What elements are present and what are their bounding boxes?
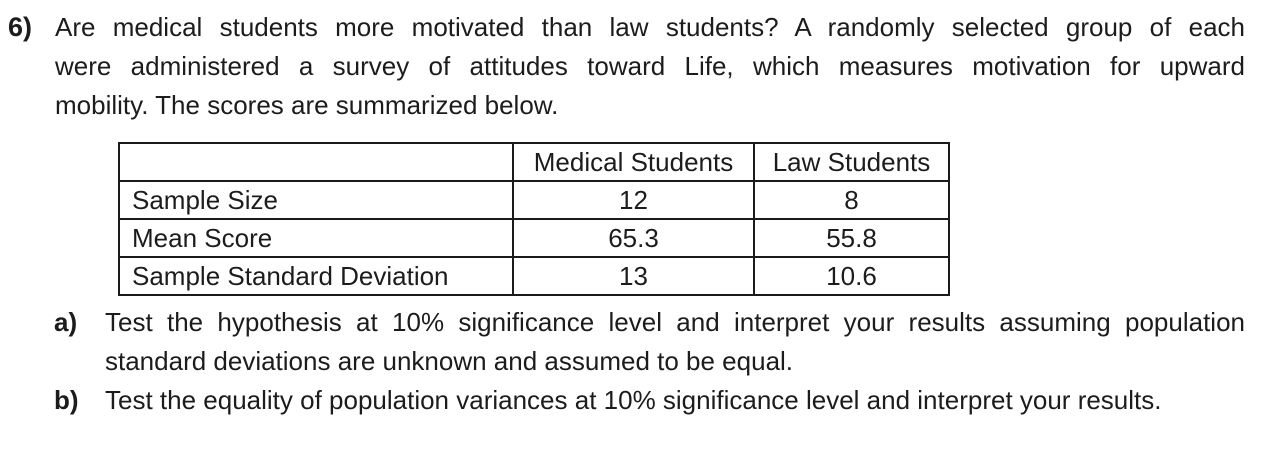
table-header-medical-students: Medical Students <box>512 142 755 182</box>
row-label-sample-size: Sample Size <box>118 180 514 220</box>
problem-6: 6) Are medical students more motivated t… <box>0 8 1281 125</box>
statement-line-3: mobility. The scores are summarized belo… <box>55 90 559 120</box>
sample-size-medical-value: 12 <box>512 180 755 220</box>
problem-statement: Are medical students more motivated than… <box>55 8 1245 125</box>
part-a-line-2: standard deviations are unknown and assu… <box>105 346 794 376</box>
mean-score-law-value: 55.8 <box>753 218 950 258</box>
table-corner-cell <box>118 142 514 182</box>
part-b: b) Test the equality of population varia… <box>54 381 1245 420</box>
std-dev-law-value: 10.6 <box>753 256 950 296</box>
part-a-label: a) <box>54 307 78 337</box>
statement-line-1: Are medical students more motivated than… <box>55 12 1245 42</box>
row-label-mean-score: Mean Score <box>118 218 514 258</box>
part-a-line-1: Test the hypothesis at 10% significance … <box>105 307 1245 337</box>
part-b-label: b) <box>54 385 79 415</box>
summary-table: Medical Students Law Students Sample Siz… <box>118 142 950 296</box>
std-dev-medical-value: 13 <box>512 256 755 296</box>
problem-number: 6) <box>8 12 33 42</box>
table-row-mean-score: Mean Score 65.3 55.8 <box>118 218 950 258</box>
table-header-law-students: Law Students <box>753 142 950 182</box>
part-b-line-1: Test the equality of population variance… <box>105 385 1162 415</box>
part-a-text: Test the hypothesis at 10% significance … <box>105 303 1245 381</box>
mean-score-medical-value: 65.3 <box>512 218 755 258</box>
table-header-row: Medical Students Law Students <box>118 142 950 182</box>
row-label-sample-standard-deviation: Sample Standard Deviation <box>118 256 514 296</box>
table-row-sample-size: Sample Size 12 8 <box>118 180 950 220</box>
part-b-text: Test the equality of population variance… <box>105 381 1245 420</box>
part-a: a) Test the hypothesis at 10% significan… <box>54 303 1245 381</box>
sample-size-law-value: 8 <box>753 180 950 220</box>
table-row-sample-standard-deviation: Sample Standard Deviation 13 10.6 <box>118 256 950 296</box>
statement-line-2: were administered a survey of attitudes … <box>55 51 1245 81</box>
